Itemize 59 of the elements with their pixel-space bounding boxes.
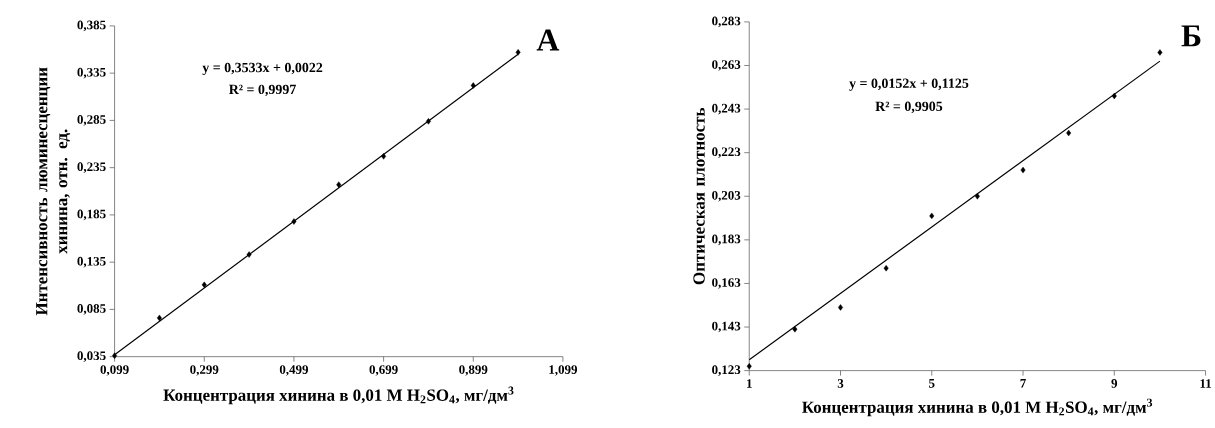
y-tick-label: 0,123 [712, 365, 741, 376]
y-tick-label: 0,185 [77, 209, 106, 221]
point [746, 362, 752, 370]
x-axis-title: Концентрация хинина в 0,01 М H$_{2}$SO$_{4}$, мг/дм$^{3}$ [163, 386, 514, 405]
x-tick-label: 0,899 [459, 364, 488, 376]
chart-title: Б [1181, 25, 1201, 47]
point [883, 264, 889, 272]
point [1111, 92, 1117, 99]
y-tick-label: 0,243 [712, 103, 741, 115]
y-tick-label: 0,223 [712, 147, 741, 158]
y-tick-label: 0,335 [77, 67, 106, 79]
point [291, 218, 297, 225]
x-tick-label: 5 [929, 378, 935, 388]
point [1157, 49, 1163, 56]
annotation: R² = 0,9905 [875, 101, 943, 113]
point [792, 325, 798, 333]
point [1020, 166, 1026, 174]
x-tick-label: 1,099 [549, 364, 578, 376]
point [1066, 129, 1072, 137]
y-tick-label: 0,203 [712, 190, 741, 202]
point [156, 314, 162, 321]
x-tick-label: 0,299 [190, 364, 219, 376]
point [246, 251, 252, 258]
point [838, 304, 843, 311]
y-axis-title: Интенсивность люминесценции хинина, отн. ед. [36, 67, 71, 316]
y-tick-label: 0,085 [77, 303, 106, 315]
y-tick-label: 0,143 [712, 321, 741, 333]
x-tick-label: 11 [1200, 378, 1212, 388]
x-tick-label: 0,499 [279, 364, 309, 376]
x-tick-label: 0,699 [369, 364, 398, 376]
y-tick-label: 0,235 [77, 162, 106, 173]
point [515, 48, 521, 56]
point [112, 352, 118, 359]
annotation: y = 0,0152x + 0,1125 [849, 78, 969, 91]
point [929, 212, 935, 219]
annotation: R² = 0,9997 [229, 84, 296, 96]
point [336, 181, 342, 188]
chart-title: А [536, 29, 560, 51]
x-tick-label: 1 [747, 378, 752, 388]
x-tick-label: 3 [837, 378, 844, 388]
y-tick-label: 0,183 [712, 234, 741, 245]
y-tick-label: 0,035 [77, 351, 106, 362]
point [201, 281, 207, 288]
y-tick-label: 0,283 [712, 16, 741, 28]
y-axis-title: Оптическая плотность [693, 107, 705, 284]
x-tick-label: 7 [1020, 378, 1026, 388]
y-tick-label: 0,285 [77, 114, 106, 126]
point [425, 117, 431, 125]
x-tick-label: 9 [1111, 378, 1118, 388]
y-tick-label: 0,263 [712, 59, 741, 71]
y-tick-label: 0,163 [712, 277, 741, 289]
y-tick-label: 0,135 [77, 256, 106, 268]
point [470, 82, 476, 89]
x-axis-title: Концентрация хинина в 0,01 М H$_{2}$SO$_{4}$, мг/дм$^{3}$ [802, 398, 1153, 417]
point [974, 192, 980, 200]
annotation: y = 0,3533x + 0,0022 [202, 62, 323, 75]
point [381, 152, 387, 160]
x-tick-label: 0,099 [100, 364, 129, 376]
y-tick-label: 0,385 [77, 20, 106, 31]
